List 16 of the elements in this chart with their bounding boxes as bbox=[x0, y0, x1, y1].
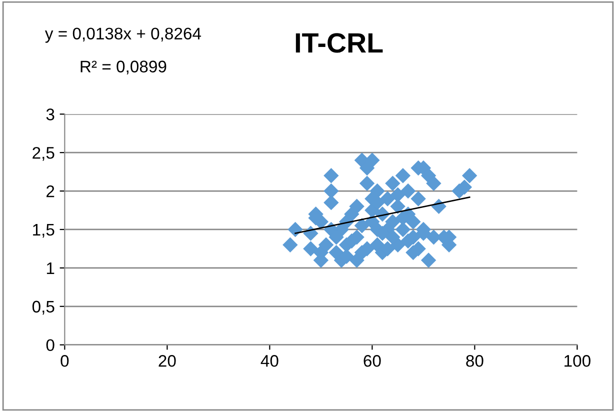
x-tick-label: 60 bbox=[364, 355, 381, 367]
text: y = 0,0138x + 0,8264 bbox=[44, 28, 202, 43]
y-tick-label: 3 bbox=[46, 108, 54, 120]
text: R² = 0,0899 bbox=[80, 60, 166, 74]
x-tick-label: 0 bbox=[60, 355, 69, 367]
chart-title: IT-CRL bbox=[296, 33, 383, 53]
x-tick-label: 20 bbox=[158, 355, 176, 367]
y-tick-label: 0,5 bbox=[32, 300, 54, 315]
x-tick-label: 80 bbox=[466, 355, 484, 367]
x-tick-label: 100 bbox=[564, 355, 590, 367]
y-tick-label: 1,5 bbox=[33, 224, 54, 238]
y-tick-label: 0 bbox=[46, 339, 54, 352]
x-tick-label: 40 bbox=[260, 355, 278, 367]
y-tick-label: 1 bbox=[46, 262, 54, 274]
y-tick-label: 2 bbox=[46, 185, 54, 198]
y-tick-label: 2,5 bbox=[32, 146, 54, 161]
